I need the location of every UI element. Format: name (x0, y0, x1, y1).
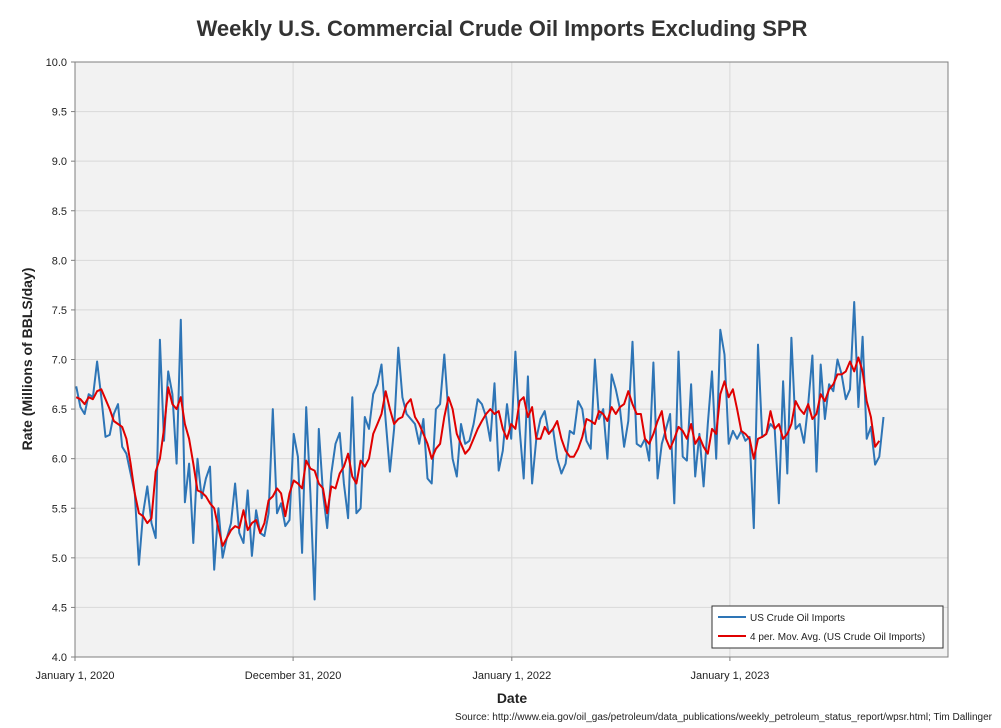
legend-box (711, 605, 944, 649)
y-tick-label: 5.0 (52, 553, 67, 565)
x-tick-label: December 31, 2020 (245, 670, 342, 682)
y-tick-label: 6.5 (52, 404, 67, 416)
moving-avg-line (75, 356, 881, 547)
plot-border (74, 61, 949, 658)
y-tick-label: 8.5 (52, 206, 67, 218)
y-tick-label: 9.5 (52, 107, 67, 119)
y-tick-label: 4.5 (52, 602, 67, 614)
y-tick-label: 9.0 (52, 156, 67, 168)
y-tick-label: 4.0 (52, 652, 67, 664)
legend: US Crude Oil Imports 4 per. Mov. Avg. (U… (711, 605, 944, 649)
y-tick-label: 7.0 (52, 355, 67, 367)
y-axis-ticks: 4.0 4.5 5.0 5.5 6.0 6.5 7.0 7.5 8.0 8.5 9.0 9.5 10.0 (46, 57, 75, 664)
x-axis-title: Date (497, 690, 528, 706)
legend-label-imports: US Crude Oil Imports (750, 613, 845, 624)
y-tick-label: 8.0 (52, 255, 67, 267)
x-tick-label: January 1, 2022 (472, 670, 551, 682)
y-axis-title: Rate (Millions of BBLS/day) (19, 268, 35, 451)
y-tick-label: 6.0 (52, 454, 67, 466)
y-tick-label: 10.0 (46, 57, 67, 69)
chart-title: Weekly U.S. Commercial Crude Oil Imports… (197, 16, 808, 41)
series-layer (75, 301, 885, 601)
y-tick-label: 5.5 (52, 503, 67, 515)
source-note: Source: http://www.eia.gov/oil_gas/petro… (455, 712, 993, 723)
x-tick-label: January 1, 2023 (690, 670, 769, 682)
x-axis-ticks: January 1, 2020 December 31, 2020 January … (36, 657, 769, 682)
legend-label-moving-avg: 4 per. Mov. Avg. (US Crude Oil Imports) (750, 632, 925, 643)
y-tick-label: 7.5 (52, 305, 67, 317)
x-tick-label: January 1, 2020 (36, 670, 115, 682)
